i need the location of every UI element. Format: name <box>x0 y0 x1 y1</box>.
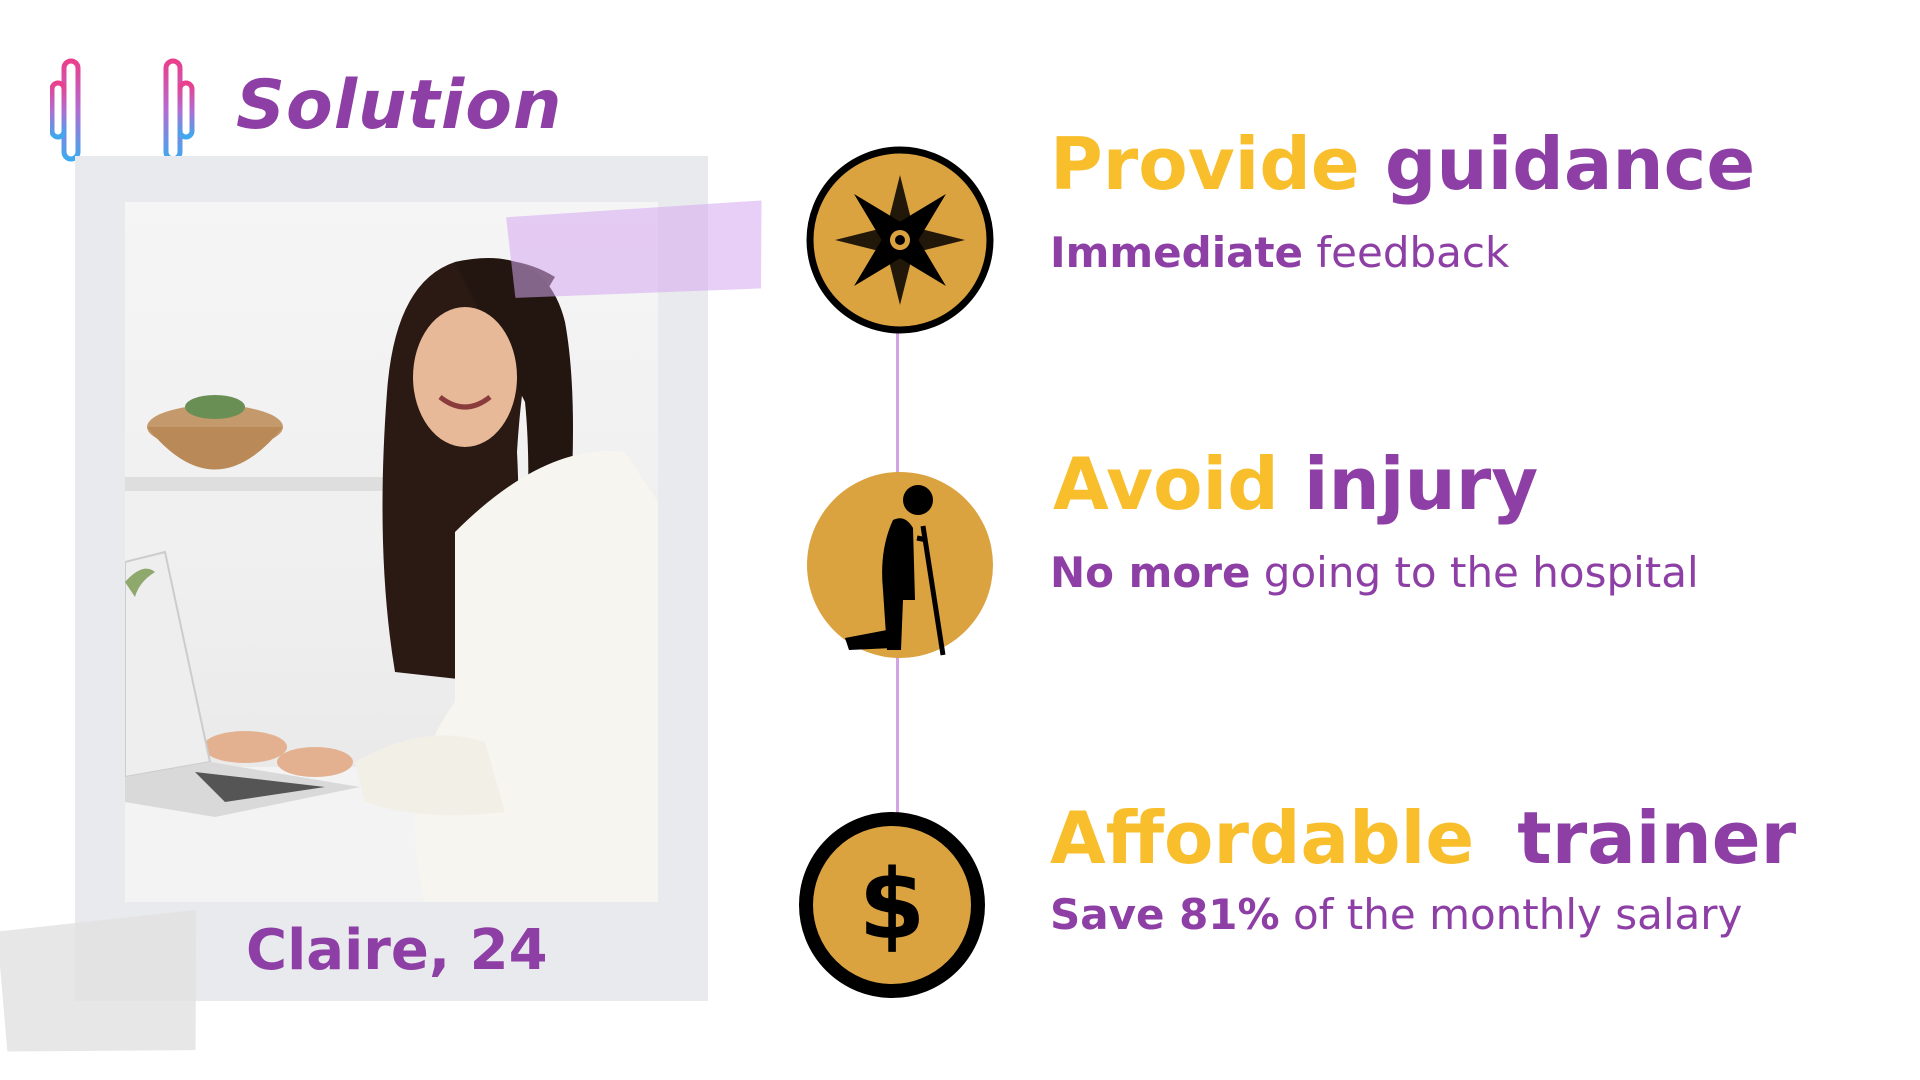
feature-subtitle-rest: of the monthly salary <box>1279 890 1743 939</box>
feature-heading-accent: Provide <box>1050 122 1360 206</box>
decorative-tape-bottom <box>0 910 204 1060</box>
feature-subtitle-rest: feedback <box>1303 228 1510 277</box>
feature-heading-trainer: Affordable trainer <box>1050 796 1796 880</box>
feature-subtitle-trainer: Save 81% of the monthly salary <box>1050 890 1742 939</box>
feature-heading-accent: Avoid <box>1053 442 1279 526</box>
profile-photo <box>125 202 658 902</box>
injured-person-crutch-icon <box>807 472 993 658</box>
feature-heading-guidance: Provide guidance <box>1050 122 1755 206</box>
feature-subtitle-rest: going to the hospital <box>1250 548 1699 597</box>
page-title: Solution <box>236 66 563 145</box>
compass-icon <box>806 146 994 334</box>
feature-subtitle-bold: Save 81% <box>1050 890 1280 939</box>
profile-caption: Claire, 24 <box>246 918 548 983</box>
feature-subtitle-bold: Immediate <box>1050 228 1304 277</box>
feature-subtitle-injury: No more going to the hospital <box>1050 548 1699 597</box>
feature-heading-main: trainer <box>1517 796 1797 880</box>
feature-heading-main: guidance <box>1384 122 1756 206</box>
feature-subtitle-bold: No more <box>1050 548 1251 597</box>
dollar-coin-icon: $ <box>799 812 985 998</box>
svg-text:$: $ <box>859 849 926 961</box>
decorative-tape-top <box>506 200 766 301</box>
feature-heading-accent: Affordable <box>1050 796 1475 880</box>
feature-heading-injury: Avoid injury <box>1053 442 1538 526</box>
dumbbell-icon <box>50 58 198 162</box>
feature-subtitle-guidance: Immediate feedback <box>1050 228 1509 277</box>
feature-heading-main: injury <box>1303 442 1539 526</box>
